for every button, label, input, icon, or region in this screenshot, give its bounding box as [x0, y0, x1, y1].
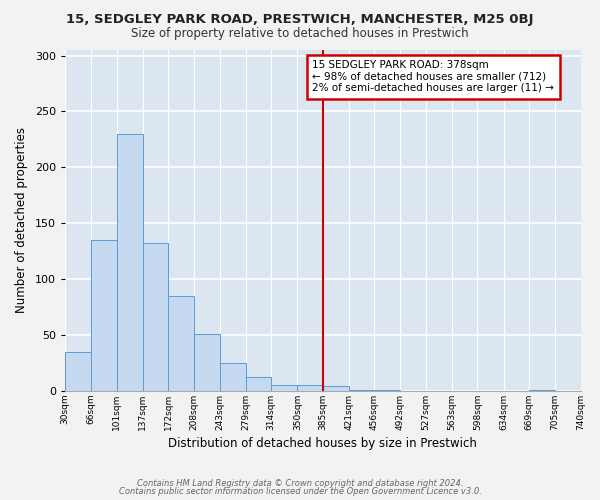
X-axis label: Distribution of detached houses by size in Prestwich: Distribution of detached houses by size …	[169, 437, 477, 450]
Text: Size of property relative to detached houses in Prestwich: Size of property relative to detached ho…	[131, 28, 469, 40]
Bar	[91, 240, 116, 391]
Bar	[349, 390, 374, 391]
Bar	[298, 386, 323, 391]
Bar	[143, 244, 168, 391]
Bar	[271, 386, 298, 391]
Text: 15 SEDGLEY PARK ROAD: 378sqm
← 98% of detached houses are smaller (712)
2% of se: 15 SEDGLEY PARK ROAD: 378sqm ← 98% of de…	[313, 60, 554, 94]
Bar	[323, 386, 349, 391]
Bar	[220, 363, 246, 391]
Bar	[168, 296, 194, 391]
Bar	[246, 378, 271, 391]
Bar	[116, 134, 143, 391]
Y-axis label: Number of detached properties: Number of detached properties	[15, 128, 28, 314]
Bar	[529, 390, 555, 391]
Text: 15, SEDGLEY PARK ROAD, PRESTWICH, MANCHESTER, M25 0BJ: 15, SEDGLEY PARK ROAD, PRESTWICH, MANCHE…	[66, 12, 534, 26]
Bar	[65, 352, 91, 391]
Text: Contains public sector information licensed under the Open Government Licence v3: Contains public sector information licen…	[119, 487, 481, 496]
Text: Contains HM Land Registry data © Crown copyright and database right 2024.: Contains HM Land Registry data © Crown c…	[137, 478, 463, 488]
Bar	[194, 334, 220, 391]
Bar	[374, 390, 400, 391]
